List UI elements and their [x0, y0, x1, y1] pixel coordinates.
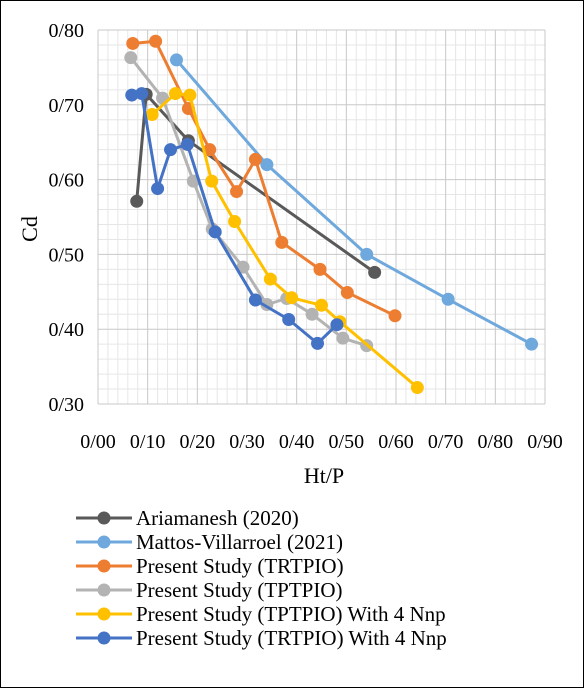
x-axis-label: Ht/P [304, 463, 344, 488]
legend-swatch-marker [97, 511, 111, 525]
data-point [368, 265, 382, 279]
x-tick-label: 0/50 [329, 431, 365, 453]
data-point [135, 87, 149, 101]
x-tick-label: 0/20 [180, 431, 216, 453]
legend-entry: Present Study (TPTPIO) With 4 Nnp [76, 602, 446, 626]
legend-swatch-marker [97, 607, 111, 621]
data-point [151, 182, 165, 196]
data-point [168, 87, 182, 101]
x-tick-label: 0/60 [378, 431, 414, 453]
data-point [340, 286, 354, 300]
y-tick-label: 0/30 [48, 394, 84, 416]
y-tick-label: 0/50 [48, 244, 84, 266]
series-line [131, 92, 338, 345]
data-point [336, 331, 350, 345]
data-point [260, 158, 274, 172]
data-point [315, 298, 328, 312]
data-point [313, 262, 327, 276]
data-point [388, 309, 402, 323]
data-point [145, 108, 159, 122]
x-tick-label: 0/90 [527, 431, 563, 453]
data-point [164, 143, 178, 157]
legend-entry: Mattos-Villarroel (2021) [76, 530, 343, 554]
x-tick-label: 0/80 [478, 431, 514, 453]
series-6 [125, 87, 344, 350]
series-line [151, 92, 419, 389]
data-point [282, 312, 296, 326]
legend-swatch-marker [97, 631, 111, 645]
data-point [169, 53, 183, 67]
data-point [263, 272, 277, 286]
series-line [135, 92, 376, 274]
series-layer [124, 34, 539, 395]
data-point [180, 137, 194, 151]
legend-entry: Present Study (TRTPIO) [76, 554, 344, 578]
data-point [525, 337, 539, 351]
series-line [129, 56, 368, 348]
y-tick-label: 0/80 [48, 20, 84, 42]
data-point [205, 174, 219, 188]
legend-swatch-marker [97, 583, 111, 597]
data-point [149, 34, 163, 48]
data-point [183, 88, 197, 102]
tick-labels: 0/00 0/10 0/20 0/30 0/40 0/50 0/60 0/70 0/80 0/90… [48, 20, 562, 453]
x-tick-label: 0/70 [428, 431, 464, 453]
data-point [124, 51, 138, 65]
y-tick-label: 0/60 [48, 170, 84, 192]
legend: Ariamanesh (2020)Mattos-Villarroel (2021… [76, 506, 447, 650]
series-line [132, 39, 396, 318]
y-axis-label: Cd [17, 216, 42, 242]
data-point [248, 152, 262, 166]
data-point [330, 318, 344, 332]
legend-label: Present Study (TRTPIO) With 4 Nnp [136, 626, 447, 650]
series-3 [126, 34, 402, 323]
data-point [410, 381, 424, 395]
data-point [230, 185, 244, 199]
legend-label: Present Study (TPTPIO) [136, 578, 343, 602]
x-tick-label: 0/30 [229, 431, 265, 453]
series-4 [124, 51, 374, 353]
data-point [126, 36, 140, 50]
legend-swatch-marker [97, 535, 111, 549]
data-point [130, 194, 144, 208]
legend-entry: Ariamanesh (2020) [76, 506, 299, 530]
data-point [208, 225, 222, 239]
legend-swatch-marker [97, 559, 111, 573]
legend-label: Present Study (TPTPIO) With 4 Nnp [136, 602, 446, 626]
data-point [228, 214, 242, 228]
legend-label: Mattos-Villarroel (2021) [136, 530, 343, 554]
data-point [441, 292, 455, 306]
y-tick-label: 0/40 [48, 319, 84, 341]
legend-label: Ariamanesh (2020) [136, 506, 299, 530]
data-point [305, 307, 319, 321]
y-tick-label: 0/70 [48, 95, 84, 117]
series-2 [169, 53, 539, 351]
x-tick-label: 0/00 [80, 431, 116, 453]
data-point [125, 88, 139, 102]
data-point [248, 293, 262, 307]
x-tick-label: 0/40 [279, 431, 315, 453]
series-line [175, 58, 533, 346]
legend-entry: Present Study (TPTPIO) [76, 578, 343, 602]
data-point [285, 291, 299, 305]
data-point [275, 235, 289, 249]
legend-entry: Present Study (TRTPIO) With 4 Nnp [76, 626, 447, 650]
data-point [203, 143, 217, 157]
data-point [236, 260, 250, 274]
data-point [311, 336, 325, 350]
legend-label: Present Study (TRTPIO) [136, 554, 344, 578]
x-tick-label: 0/10 [130, 431, 166, 453]
data-point [360, 247, 374, 261]
